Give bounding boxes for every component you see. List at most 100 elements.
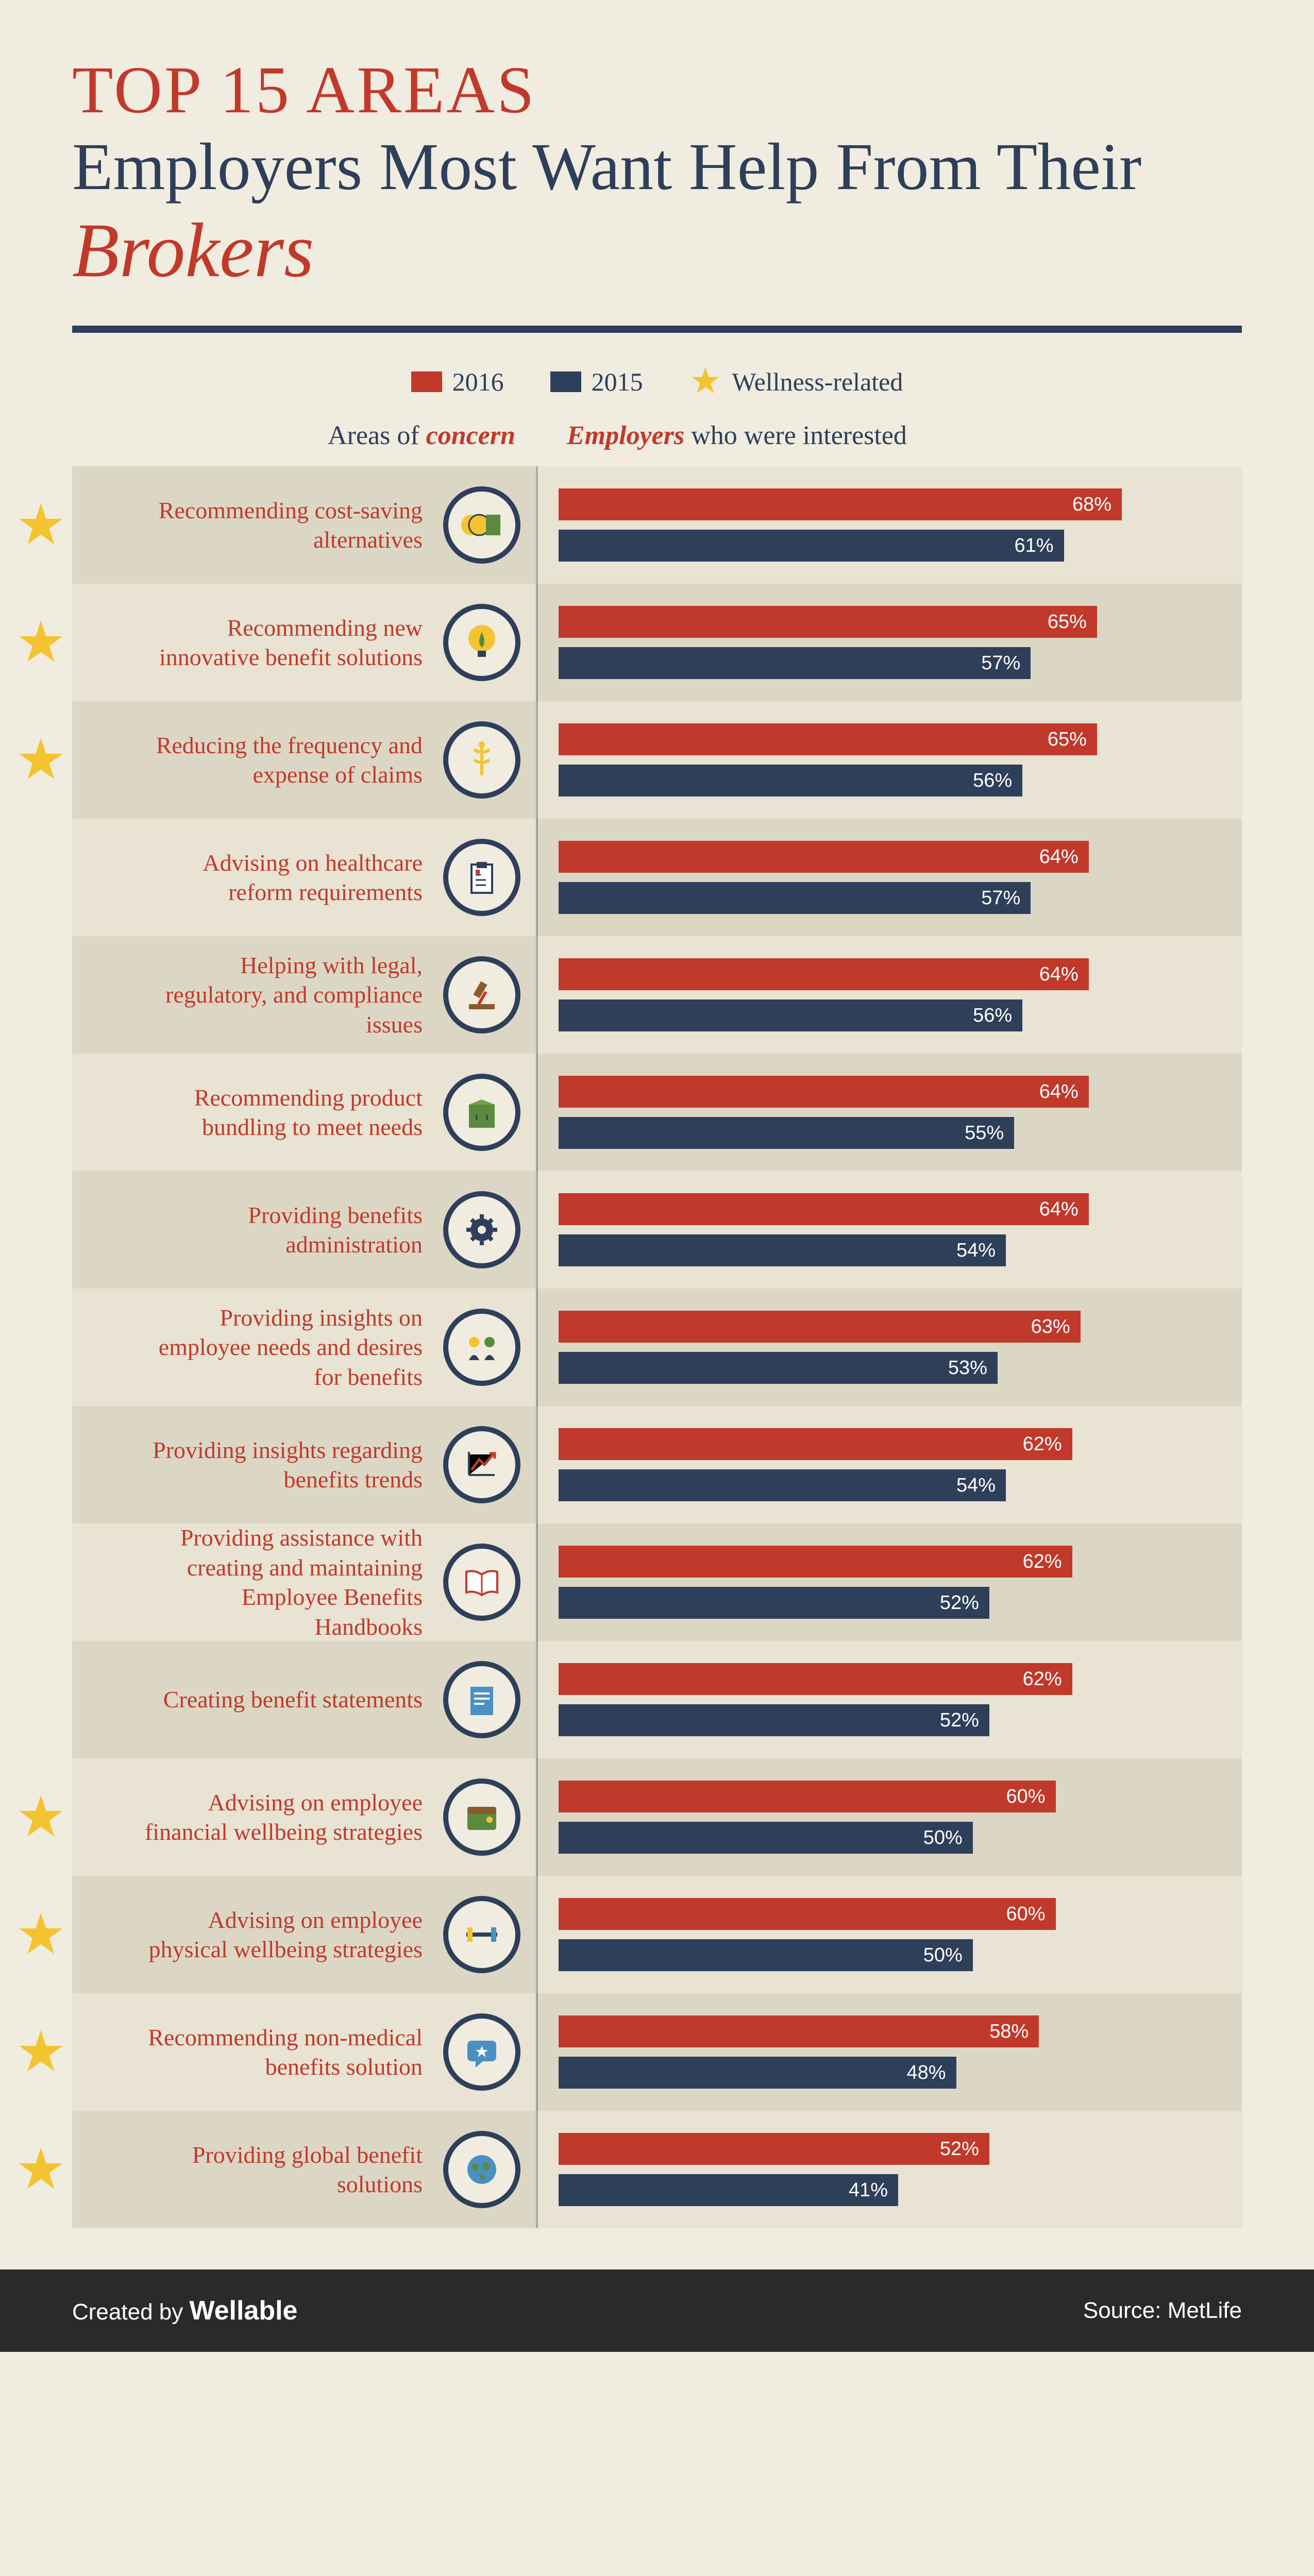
bar-2015: 41% [559, 2174, 1221, 2206]
bar-2015-fill: 50% [559, 1939, 973, 1971]
book-icon [443, 1544, 520, 1621]
bar-2016-fill: 58% [559, 2015, 1039, 2047]
data-row: ★ Recommending non-medical benefits solu… [72, 1993, 1242, 2111]
barbell-icon [443, 1896, 520, 1973]
row-label-text: Advising on healthcare reform requiremen… [134, 848, 423, 907]
row-label-cell: Creating benefit statements [72, 1641, 536, 1758]
row-label-text: Creating benefit statements [163, 1685, 423, 1715]
bar-2016-fill: 60% [559, 1781, 1056, 1812]
legend-2016: 2016 [411, 367, 504, 397]
bar-2016: 58% [559, 2015, 1221, 2047]
bar-2016-fill: 60% [559, 1898, 1056, 1930]
row-bars-cell: 64% 56% [536, 936, 1242, 1054]
footer-source: Source: MetLife [1083, 2298, 1242, 2324]
footer: Created by Wellable Source: MetLife [0, 2269, 1314, 2352]
row-label-cell: Providing insights regarding benefits tr… [72, 1406, 536, 1523]
data-row: Providing benefits administration 64% 54… [72, 1171, 1242, 1289]
bar-2015: 53% [559, 1352, 1221, 1384]
bar-2016-fill: 62% [559, 1546, 1072, 1578]
bar-2015: 50% [559, 1822, 1221, 1854]
legend-2015: 2015 [550, 367, 643, 397]
bar-2015: 57% [559, 647, 1221, 679]
row-label-text: Advising on employee financial wellbeing… [134, 1788, 423, 1847]
title-sub-em: Brokers [72, 208, 314, 293]
data-row: Recommending product bundling to meet ne… [72, 1054, 1242, 1171]
data-row: ★ Reducing the frequency and expense of … [72, 701, 1242, 819]
bar-2016-fill: 65% [559, 606, 1097, 638]
bar-2015: 52% [559, 1587, 1221, 1619]
row-bars-cell: 64% 54% [536, 1171, 1242, 1289]
bar-2016: 60% [559, 1781, 1221, 1812]
legend-wellness-label: Wellness-related [732, 367, 903, 397]
title-top: TOP 15 AREAS [72, 52, 1242, 129]
bar-2016: 65% [559, 606, 1221, 638]
row-label-text: Recommending non-medical benefits soluti… [134, 2023, 423, 2082]
row-label-cell: Providing insights on employee needs and… [72, 1289, 536, 1406]
data-row: Providing insights regarding benefits tr… [72, 1406, 1242, 1523]
row-label-cell: Reducing the frequency and expense of cl… [72, 701, 536, 819]
bar-2015-fill: 57% [559, 882, 1031, 914]
row-bars-cell: 63% 53% [536, 1289, 1242, 1406]
bar-2015-fill: 52% [559, 1704, 989, 1736]
legend-2015-label: 2015 [592, 367, 643, 397]
data-row: Providing assistance with creating and m… [72, 1523, 1242, 1641]
bar-2015-fill: 54% [559, 1469, 1006, 1501]
bar-2016-fill: 64% [559, 841, 1089, 873]
data-row: ★ Advising on employee physical wellbein… [72, 1876, 1242, 1993]
bar-2016: 62% [559, 1663, 1221, 1695]
row-bars-cell: 64% 55% [536, 1054, 1242, 1171]
coins-icon [443, 486, 520, 564]
bar-2016-fill: 62% [559, 1663, 1072, 1695]
row-bars-cell: 65% 57% [536, 584, 1242, 701]
title-sub: Employers Most Want Help From Their Brok… [72, 129, 1242, 295]
bar-2016: 62% [559, 1546, 1221, 1578]
data-row: ★ Advising on employee financial wellbei… [72, 1758, 1242, 1876]
row-label-text: Providing assistance with creating and m… [134, 1523, 423, 1641]
box-icon [443, 1074, 520, 1151]
data-row: Advising on healthcare reform requiremen… [72, 819, 1242, 936]
row-label-cell: Recommending new innovative benefit solu… [72, 584, 536, 701]
bar-2015-fill: 61% [559, 530, 1064, 562]
bar-2015-fill: 56% [559, 999, 1022, 1031]
footer-left: Created by Wellable [72, 2295, 297, 2326]
bar-2016-fill: 63% [559, 1311, 1081, 1343]
column-headers: Areas of concern Employers who were inte… [72, 420, 1242, 451]
col-header-left: Areas of concern [72, 420, 536, 451]
star-icon: ★ [15, 2141, 66, 2198]
bar-2015: 61% [559, 530, 1221, 562]
bar-2016: 64% [559, 958, 1221, 990]
star-icon: ★ [15, 2024, 66, 2080]
data-row: Helping with legal, regulatory, and comp… [72, 936, 1242, 1054]
row-label-cell: Providing assistance with creating and m… [72, 1523, 536, 1641]
bar-2016-fill: 64% [559, 958, 1089, 990]
star-icon: ★ [15, 614, 66, 671]
bar-2015-fill: 53% [559, 1352, 998, 1384]
bar-2016-fill: 64% [559, 1193, 1089, 1225]
col-right-a: Employers [567, 421, 684, 450]
bulb-icon [443, 604, 520, 681]
legend-swatch-2016 [411, 371, 442, 392]
data-row: ★ Recommending cost-saving alternatives … [72, 466, 1242, 584]
row-bars-cell: 60% 50% [536, 1876, 1242, 1993]
bar-2016: 64% [559, 1193, 1221, 1225]
row-label-text: Helping with legal, regulatory, and comp… [134, 951, 423, 1040]
chat-icon [443, 2013, 520, 2091]
row-bars-cell: 52% 41% [536, 2111, 1242, 2228]
row-label-text: Reducing the frequency and expense of cl… [134, 731, 423, 790]
bar-2016: 60% [559, 1898, 1221, 1930]
trend-icon [443, 1426, 520, 1503]
bar-2015: 57% [559, 882, 1221, 914]
footer-brand: Wellable [189, 2296, 297, 2326]
bar-2016-fill: 65% [559, 723, 1097, 755]
data-row: ★ Recommending new innovative benefit so… [72, 584, 1242, 701]
bar-2016-fill: 62% [559, 1428, 1072, 1460]
bar-2015: 56% [559, 999, 1221, 1031]
statement-icon [443, 1661, 520, 1738]
row-bars-cell: 60% 50% [536, 1758, 1242, 1876]
row-label-text: Advising on employee physical wellbeing … [134, 1905, 423, 1964]
bar-2015-fill: 54% [559, 1234, 1006, 1266]
bar-2016: 52% [559, 2133, 1221, 2165]
star-icon: ★ [15, 732, 66, 788]
caduceus-icon [443, 721, 520, 799]
bar-2015: 54% [559, 1469, 1221, 1501]
